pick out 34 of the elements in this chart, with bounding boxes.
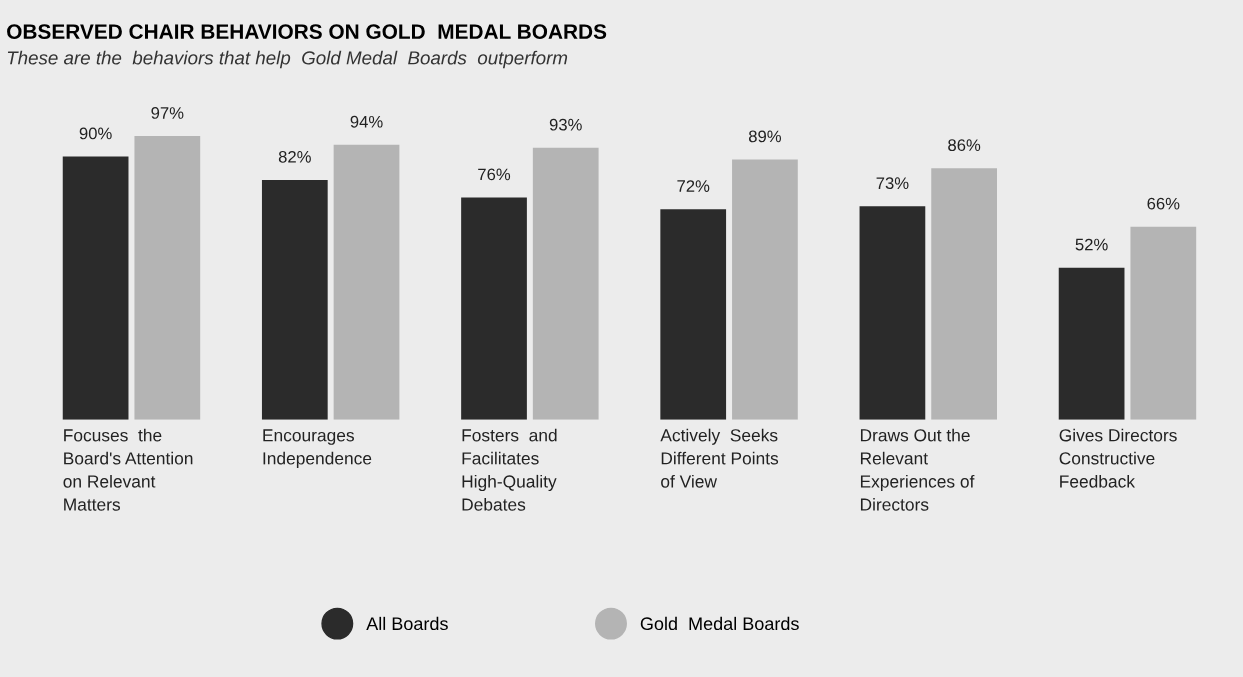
bar bbox=[732, 159, 798, 420]
bar bbox=[134, 136, 201, 420]
bar bbox=[532, 147, 599, 420]
data-label: 89% bbox=[748, 130, 782, 143]
data-label: 94% bbox=[350, 115, 383, 128]
bar bbox=[62, 156, 129, 420]
data-label: 93% bbox=[549, 118, 582, 131]
bar bbox=[859, 206, 926, 420]
x-tick-label: Draws Out the Relevant Experiences of Directors bbox=[860, 428, 975, 511]
chart-title: OBSERVED CHAIR BEHAVIORS ON GOLD MEDAL BOARDS bbox=[7, 24, 607, 39]
x-tick-label: Encourages Independence bbox=[263, 429, 372, 468]
bar bbox=[261, 179, 328, 420]
bar bbox=[931, 168, 997, 420]
data-label: 97% bbox=[151, 107, 184, 119]
x-tick-label: Fosters and Facilitates High-Quality Debates bbox=[462, 428, 557, 511]
data-label: 90% bbox=[79, 127, 112, 140]
chart-subtitle: These are the behaviors that help Gold Medal Boards outperform bbox=[7, 50, 568, 69]
data-label: 72% bbox=[677, 180, 710, 192]
data-label: 76% bbox=[478, 168, 511, 181]
bar bbox=[1130, 226, 1197, 420]
legend-label: All Boards bbox=[366, 616, 448, 631]
legend-label: Gold Medal Boards bbox=[640, 616, 799, 631]
x-tick-label: Actively Seeks Different Points of View bbox=[660, 428, 779, 488]
data-label: 66% bbox=[1147, 197, 1180, 210]
bar bbox=[1058, 267, 1125, 420]
bar bbox=[461, 197, 527, 420]
data-label: 86% bbox=[948, 139, 981, 152]
data-label: 52% bbox=[1075, 238, 1108, 251]
x-tick-label: Gives Directors Constructive Feedback bbox=[1059, 428, 1177, 488]
data-label: 73% bbox=[876, 177, 909, 190]
data-label: 82% bbox=[278, 150, 311, 163]
bar bbox=[333, 144, 400, 420]
bar bbox=[660, 209, 727, 420]
x-tick-label: Focuses the Board's Attention on Relevant Matters bbox=[63, 428, 193, 511]
